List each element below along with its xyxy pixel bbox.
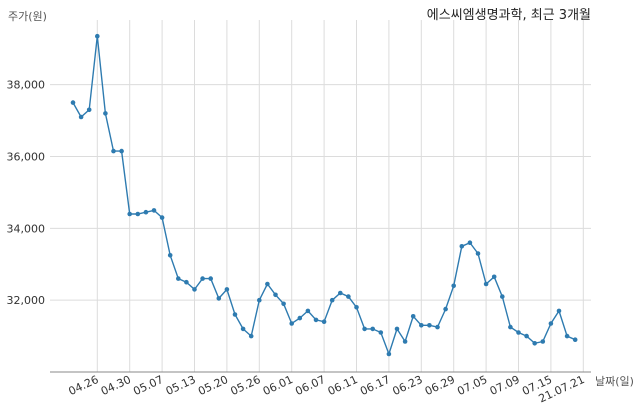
data-point [265, 281, 270, 287]
x-tick-labels: 04.2604.3005.0705.1305.2005.2606.0106.07… [67, 373, 587, 405]
data-point [491, 274, 497, 280]
data-point [127, 211, 132, 217]
data-point [176, 276, 181, 281]
x-tick-label: 05.13 [164, 373, 198, 398]
data-point [346, 294, 351, 299]
data-point [305, 308, 311, 314]
x-grid-lines [96, 20, 584, 372]
x-tick-label: 04.30 [99, 373, 133, 398]
x-tick-label: 06.17 [358, 373, 392, 398]
data-point [143, 209, 149, 215]
x-tick-label: 06.23 [391, 373, 425, 398]
x-tick-label: 06.01 [261, 373, 295, 398]
x-tick-label: 06.07 [293, 373, 327, 398]
data-point [516, 330, 521, 335]
data-point [200, 276, 205, 281]
y-tick-labels: 32,000 34,000 36,000 38,000 [7, 79, 46, 308]
data-point [483, 281, 489, 287]
y-tick-label: 36,000 [7, 150, 46, 163]
data-point [564, 333, 570, 339]
data-point [159, 215, 165, 220]
data-point [297, 315, 303, 321]
data-point [524, 333, 529, 339]
data-point [313, 317, 319, 323]
chart-title: 에스씨엠생명과학, 최근 3개월 [427, 8, 591, 23]
data-point [459, 244, 465, 249]
y-axis-title: 주가(원) [8, 10, 47, 23]
data-point [508, 324, 513, 330]
x-axis-title: 날짜(일) [595, 374, 634, 388]
data-point [248, 333, 254, 339]
data-point [402, 339, 408, 344]
data-point [540, 339, 546, 344]
data-point [184, 279, 189, 285]
data-point [240, 326, 246, 332]
data-point [338, 290, 343, 296]
data-point [289, 321, 295, 326]
x-tick-label: 07.05 [455, 373, 489, 398]
data-point [451, 283, 457, 289]
data-point [135, 211, 141, 217]
x-tick-label: 05.20 [196, 373, 230, 398]
data-point [216, 296, 222, 301]
x-tick-label: 06.11 [326, 373, 360, 398]
x-tick-label: 05.07 [131, 373, 165, 398]
data-point [95, 33, 100, 39]
data-point [572, 337, 578, 343]
data-point [394, 326, 400, 332]
data-point [78, 114, 84, 120]
data-point [70, 100, 76, 105]
data-point [378, 330, 384, 335]
data-point [500, 294, 505, 299]
data-point [273, 292, 278, 298]
data-point [281, 301, 286, 307]
data-point [443, 306, 448, 312]
data-point [532, 341, 537, 346]
data-point [103, 111, 108, 116]
y-tick-label: 32,000 [7, 294, 46, 307]
data-point [224, 287, 230, 292]
data-point [321, 319, 327, 325]
data-point [410, 314, 416, 319]
data-point [257, 297, 262, 303]
x-tick-label: 05.26 [229, 373, 263, 398]
data-point [435, 324, 440, 330]
data-point [370, 326, 376, 332]
data-point [354, 305, 359, 310]
x-tick-label: 07.09 [488, 373, 522, 398]
data-point [475, 251, 481, 256]
data-point [167, 253, 173, 258]
data-point [192, 287, 197, 292]
x-tick-label: 06.29 [423, 373, 457, 398]
y-tick-label: 38,000 [7, 79, 46, 92]
data-point [467, 240, 473, 245]
data-point [329, 297, 335, 303]
data-point [86, 107, 92, 113]
y-tick-label: 34,000 [7, 222, 46, 235]
data-point [386, 351, 392, 357]
price-series-points [70, 33, 578, 357]
grid-lines [50, 84, 591, 301]
data-point [419, 323, 424, 328]
data-point [208, 276, 213, 281]
data-point [111, 148, 116, 154]
data-point [362, 326, 367, 332]
data-point [548, 321, 554, 326]
data-point [556, 308, 562, 314]
data-point [232, 312, 238, 317]
data-point [151, 208, 157, 213]
data-point [119, 148, 124, 154]
x-tick-label: 04.26 [67, 373, 101, 398]
data-point [427, 323, 432, 328]
